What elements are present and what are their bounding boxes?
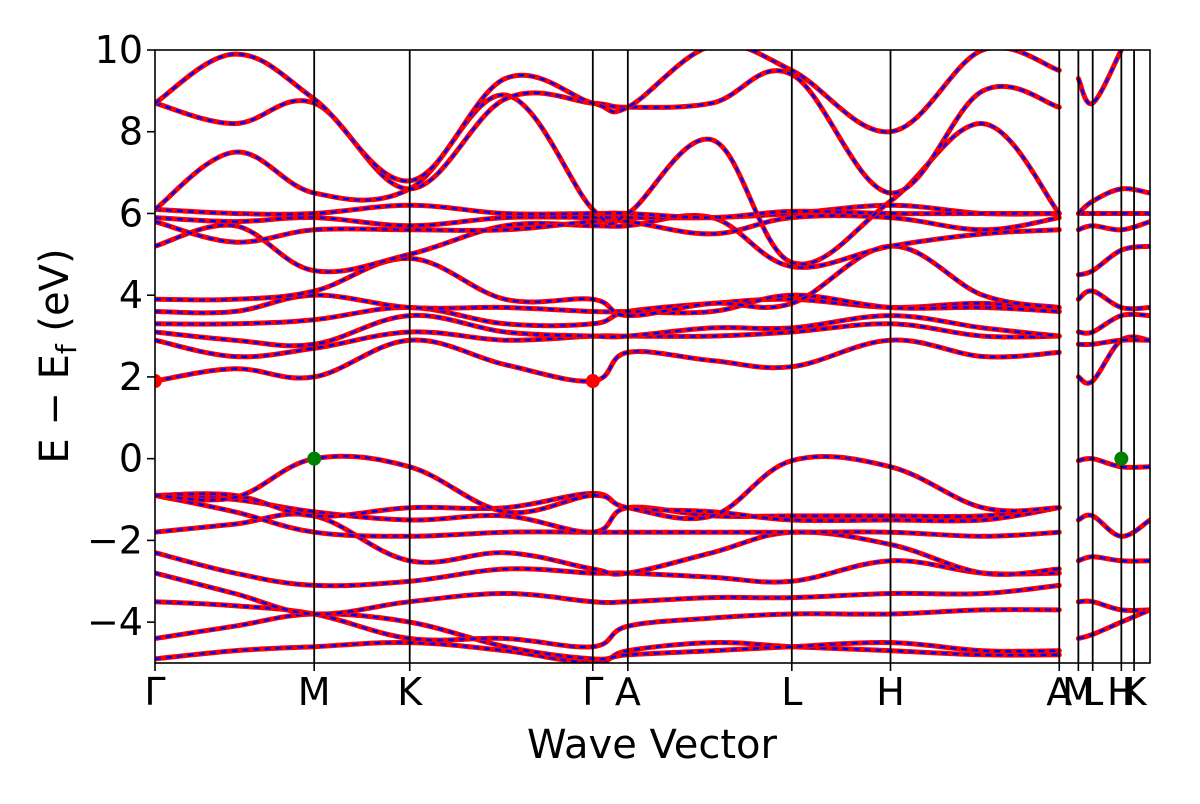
vbm-marker-3: [1114, 451, 1129, 466]
band-seg-right-blue-9: [1078, 244, 1150, 277]
band-seg-right-blue-1: [1078, 457, 1150, 469]
y-tick-label-3: 2: [119, 355, 143, 399]
band-line-blue-8: [155, 492, 1060, 523]
band-seg-right-blue-0: [1077, 513, 1150, 538]
y-tick-label-6: 8: [119, 110, 143, 154]
y-axis-label-subscript: f: [50, 343, 83, 354]
y-axis-label-tail: (eV): [32, 248, 78, 344]
band-line-blue-1: [155, 612, 1060, 661]
y-ticks: −4 −2 0 2 4 6 8 10: [87, 28, 155, 644]
x-ticks: Γ M K Γ A L H AML HK: [144, 663, 1148, 714]
x-tick-label-2: K: [397, 670, 423, 714]
x-tick-label-1: M: [298, 670, 331, 714]
y-tick-label-1: −2: [87, 518, 143, 562]
band-line-blue-3: [155, 571, 1060, 616]
y-tick-label-5: 6: [119, 191, 143, 235]
y-axis-label-main: E − E: [32, 354, 78, 464]
x-axis-label: Wave Vector: [527, 722, 778, 768]
plot-frame: [154, 49, 1151, 664]
band-line-red-9: [155, 453, 1062, 522]
x-tick-label-4: A: [615, 670, 641, 714]
y-tick-label-0: −4: [87, 600, 143, 644]
x-tick-label-3: Γ: [582, 670, 603, 714]
band-line-blue-11: [155, 322, 1060, 359]
band-seg-right-blue-10: [1077, 220, 1150, 232]
cbm-marker-0: [155, 374, 162, 389]
y-tick-label-2: 0: [119, 437, 143, 481]
y-tick-label-7: 10: [95, 28, 143, 72]
band-seg-right-blue-4: [1078, 608, 1150, 640]
band-line-blue-12: [155, 314, 1060, 347]
x-tick-label-8: M: [1062, 670, 1095, 714]
band-seg-right-blue-6: [1078, 338, 1150, 346]
vbm-marker-2: [307, 451, 322, 466]
x-tick-label-0: Γ: [144, 670, 165, 714]
band-line-blue-10: [155, 338, 1060, 383]
band-line-blue-6: [155, 494, 1060, 538]
band-seg-right-blue-8: [1077, 289, 1150, 311]
x-tick-label-9: L: [1082, 670, 1103, 714]
x-tick-label-11: K: [1122, 670, 1148, 714]
band-line-red-17: [155, 213, 1062, 245]
band-line-blue-7: [155, 494, 1060, 534]
extrema-markers: [155, 374, 1129, 466]
x-tick-label-7: A: [1046, 670, 1072, 714]
band-seg-right-blue-7: [1078, 313, 1150, 335]
y-tick-label-4: 4: [119, 273, 143, 317]
kpoint-lines: [313, 50, 1135, 663]
x-tick-label-5: L: [781, 670, 802, 714]
band-seg-right-blue-2: [1077, 555, 1150, 563]
band-line-blue-14: [155, 293, 1060, 315]
x-tick-label-10: H: [1107, 670, 1136, 714]
x-tick-label-6: H: [876, 670, 905, 714]
band-seg-right-blue-3: [1078, 599, 1150, 612]
band-seg-right-blue-12: [1077, 187, 1150, 215]
y-axis-label: E − Ef (eV): [32, 248, 83, 463]
band-line-blue-4: [155, 551, 1060, 588]
cbm-marker-1: [585, 374, 600, 389]
